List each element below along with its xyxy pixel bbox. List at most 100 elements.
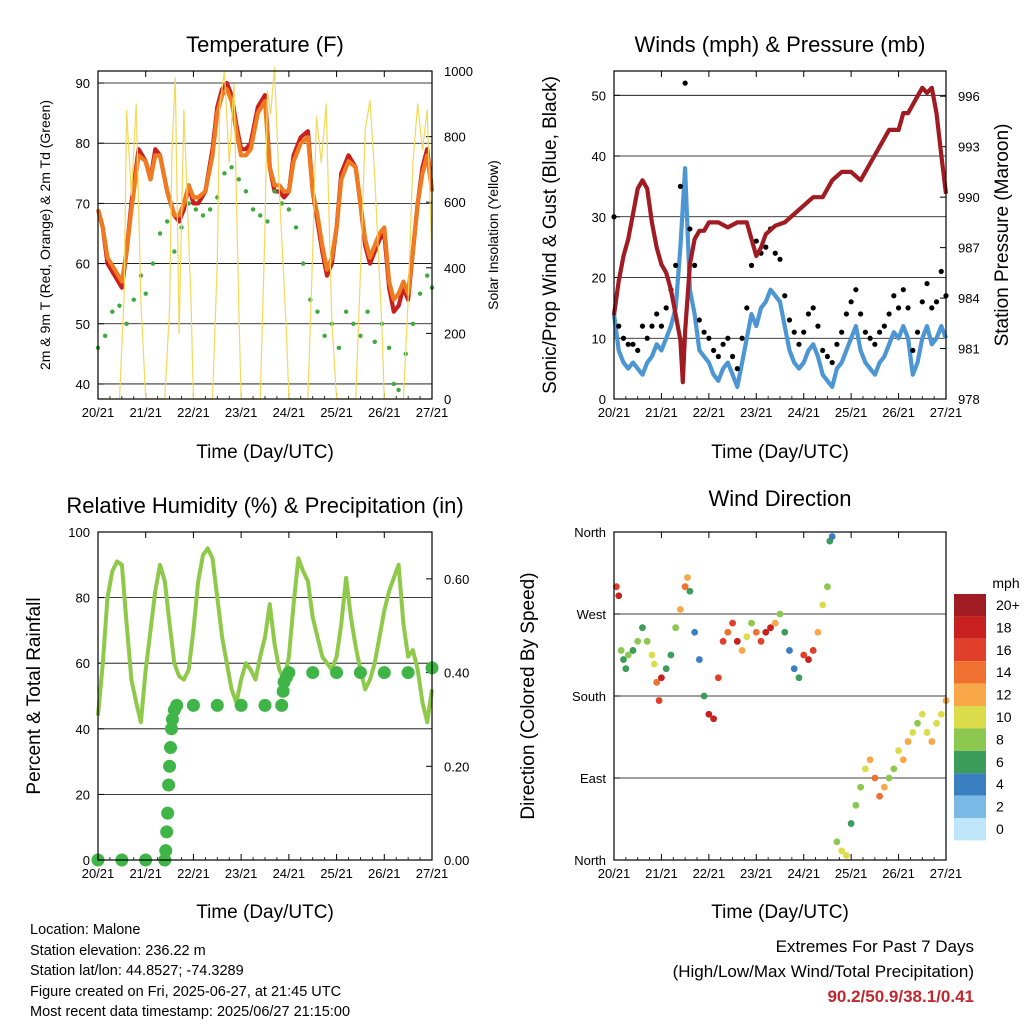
y-right-tick-label: 400 xyxy=(444,261,466,276)
colorbar-title: mph xyxy=(992,575,1019,591)
data-point xyxy=(229,165,234,170)
data-point xyxy=(159,844,173,858)
colorbar-label: 16 xyxy=(996,642,1012,658)
data-point xyxy=(820,347,826,354)
direction-point xyxy=(885,774,893,782)
colorbar-label: 10 xyxy=(996,709,1012,725)
colorbar-label: 20+ xyxy=(996,597,1020,613)
data-point xyxy=(386,345,392,351)
plot-frame xyxy=(97,70,433,400)
data-point xyxy=(293,225,299,230)
data-point xyxy=(891,293,897,299)
x-tick-label: 21/21 xyxy=(645,866,678,881)
direction-point xyxy=(757,637,765,645)
data-point xyxy=(805,311,812,317)
direction-point xyxy=(933,719,940,727)
y-right-tick-label: 993 xyxy=(958,140,980,155)
data-point xyxy=(372,339,377,345)
direction-point xyxy=(620,656,627,663)
y-right-tick-label: 800 xyxy=(444,130,466,145)
direction-point xyxy=(695,656,703,663)
data-point xyxy=(881,323,887,329)
direction-point xyxy=(686,587,694,595)
data-point xyxy=(801,329,807,335)
y-right-tick-label: 0.00 xyxy=(444,853,469,868)
colorbar-swatch xyxy=(954,750,986,774)
data-point xyxy=(222,171,227,176)
y-tick-label: 100 xyxy=(68,525,90,540)
data-point xyxy=(673,262,679,268)
direction-point xyxy=(809,647,817,654)
data-point xyxy=(343,309,349,314)
data-point xyxy=(625,341,631,347)
series-line xyxy=(611,166,948,389)
direction-point xyxy=(648,651,656,659)
data-point xyxy=(110,309,115,314)
direction-point xyxy=(748,619,755,627)
data-point xyxy=(377,666,391,680)
data-point xyxy=(138,273,144,278)
colorbar-swatch xyxy=(954,818,986,841)
data-point xyxy=(164,741,178,755)
data-point xyxy=(924,280,930,287)
x-tick-label: 25/21 xyxy=(835,405,868,420)
data-point xyxy=(160,825,174,839)
data-point xyxy=(725,335,731,341)
x-tick-label: 27/21 xyxy=(416,866,449,881)
data-point xyxy=(417,291,423,296)
data-point xyxy=(207,207,213,212)
direction-point xyxy=(653,678,661,686)
y-right-tick-label: 0.60 xyxy=(444,572,469,587)
colorbar-swatch xyxy=(954,661,986,684)
y-tick-label: 60 xyxy=(76,656,90,671)
chart-title: Relative Humidity (%) & Precipitation (i… xyxy=(66,493,463,518)
colorbar-label: 4 xyxy=(996,776,1004,792)
direction-point xyxy=(724,628,732,636)
y-tick-label: 50 xyxy=(592,88,606,103)
direction-point xyxy=(615,592,623,600)
colorbar-label: 0 xyxy=(996,821,1004,837)
data-point xyxy=(276,684,290,698)
data-point xyxy=(791,329,797,335)
y-tick-label: 40 xyxy=(76,722,90,737)
direction-point xyxy=(928,738,936,745)
data-point xyxy=(157,231,163,236)
data-point xyxy=(306,666,320,680)
y-right-tick-label: 978 xyxy=(958,392,980,407)
data-point xyxy=(895,305,902,311)
data-point xyxy=(824,353,831,360)
colorbar-swatch xyxy=(954,594,986,617)
x-tick-label: 22/21 xyxy=(177,866,210,881)
most-recent-timestamp: Most recent data timestamp: 2025/06/27 2… xyxy=(30,1004,351,1021)
data-point xyxy=(275,698,289,712)
series-line xyxy=(96,546,434,725)
direction-point xyxy=(762,628,770,636)
y-tick-label: 20 xyxy=(592,271,606,286)
data-point xyxy=(186,698,200,712)
direction-point xyxy=(890,765,898,773)
y-axis-label: 2m & 9m T (Red, Orange) & 2m Td (Green) xyxy=(37,100,53,370)
direction-point xyxy=(918,710,926,718)
data-point xyxy=(143,291,148,296)
x-tick-label: 22/21 xyxy=(693,405,726,420)
direction-point xyxy=(650,660,658,668)
data-point xyxy=(810,305,816,311)
direction-point xyxy=(847,820,855,827)
y-tick-label: 40 xyxy=(76,377,90,392)
x-tick-label: 23/21 xyxy=(740,405,773,420)
data-point xyxy=(644,335,650,341)
figure-created: Figure created on Fri, 2025-06-27, at 21… xyxy=(30,983,342,1000)
direction-point xyxy=(639,624,646,632)
x-tick-label: 26/21 xyxy=(882,405,915,420)
direction-point xyxy=(705,710,713,718)
data-point xyxy=(322,333,327,339)
direction-point xyxy=(662,665,670,673)
direction-point xyxy=(729,619,736,627)
plot-frame xyxy=(613,531,947,861)
data-point xyxy=(330,666,344,680)
direction-point xyxy=(612,583,620,591)
direction-point xyxy=(624,651,632,659)
data-point xyxy=(701,329,707,335)
data-point xyxy=(236,177,241,182)
data-point xyxy=(658,323,665,329)
